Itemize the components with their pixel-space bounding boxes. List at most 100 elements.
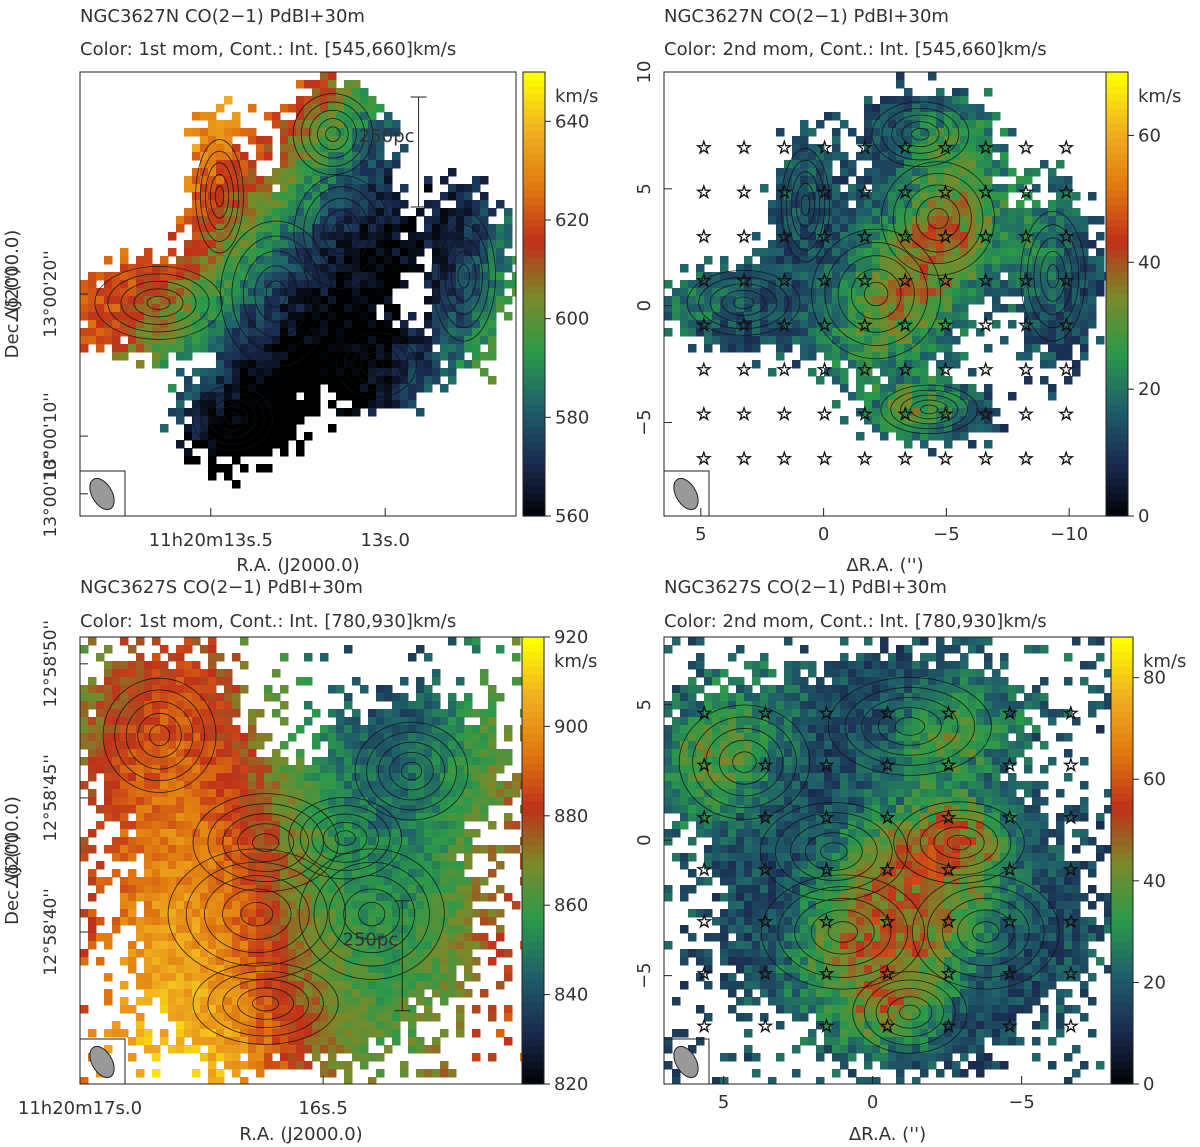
panel-1-pixel bbox=[480, 208, 489, 217]
panel-3-pixel bbox=[480, 805, 489, 814]
panel-3-pixel bbox=[480, 789, 489, 798]
panel-1-pixel bbox=[344, 160, 353, 169]
panel-1-pixel bbox=[288, 224, 297, 233]
panel-3-pixel bbox=[368, 845, 377, 854]
panel-2-pixel bbox=[680, 288, 689, 297]
panel-3-pixel bbox=[320, 733, 329, 742]
panel-2-pixel bbox=[896, 80, 905, 89]
panel-2-pixel bbox=[768, 368, 777, 377]
panel-3-pixel bbox=[360, 853, 369, 862]
panel-1-pixel bbox=[384, 248, 393, 257]
panel-3-pixel bbox=[496, 645, 505, 654]
panel-3-pixel bbox=[408, 933, 417, 942]
panel-1-pixel bbox=[184, 280, 193, 289]
panel-1-pixel bbox=[208, 344, 217, 353]
panel-2-pixel bbox=[792, 144, 801, 153]
panel-2-pixel bbox=[1064, 288, 1073, 297]
panel-3-pixel bbox=[432, 829, 441, 838]
panel-1-pixel bbox=[176, 288, 185, 297]
panel-3-pixel bbox=[96, 701, 105, 710]
panel-1-pixel bbox=[456, 280, 465, 289]
panel-1-pixel bbox=[120, 344, 129, 353]
panel-1-pixel bbox=[272, 440, 281, 449]
panel-3-pixel bbox=[112, 1029, 121, 1038]
panel-1-pixel bbox=[168, 232, 177, 241]
panel-2-pixel bbox=[840, 256, 849, 265]
panel-1-pixel bbox=[344, 376, 353, 385]
panel-1-pixel bbox=[280, 392, 289, 401]
panel-1-pixel bbox=[184, 128, 193, 137]
panel-2-pixel bbox=[824, 296, 833, 305]
panel-1-pixel bbox=[304, 152, 313, 161]
panel-2-pixel bbox=[1096, 272, 1105, 281]
panel-3-pixel bbox=[208, 669, 217, 678]
panel-3-pixel bbox=[400, 813, 409, 822]
panel-3-pixel bbox=[216, 861, 225, 870]
panel-3-pixel bbox=[160, 813, 169, 822]
panel-1-pixel bbox=[136, 344, 145, 353]
panel-1-pixel bbox=[440, 352, 449, 361]
panel-3-pixel bbox=[104, 661, 113, 670]
panel-3-pixel bbox=[80, 853, 89, 862]
panel-1-pixel bbox=[192, 216, 201, 225]
panel-1-pixel bbox=[184, 328, 193, 337]
panel-3-pixel bbox=[128, 693, 137, 702]
panel-3-pixel bbox=[352, 789, 361, 798]
panel-3-pixel bbox=[416, 709, 425, 718]
panel-3-pixel bbox=[272, 1005, 281, 1014]
panel-3-pixel bbox=[152, 901, 161, 910]
panel-2-pixel bbox=[864, 320, 873, 329]
panel-3-pixel bbox=[384, 821, 393, 830]
panel-3-pixel bbox=[336, 973, 345, 982]
panel-2-pixel bbox=[1008, 264, 1017, 273]
panel-1-pixel bbox=[232, 184, 241, 193]
panel-3-pixel bbox=[192, 733, 201, 742]
panel-1-pixel bbox=[160, 336, 169, 345]
panel-1-pixel bbox=[472, 184, 481, 193]
panel-3-pixel bbox=[400, 845, 409, 854]
panel-1-pixel bbox=[240, 384, 249, 393]
panel-3-pixel bbox=[400, 693, 409, 702]
panel-3-pixel bbox=[448, 941, 457, 950]
panel-1-pixel bbox=[304, 120, 313, 129]
panel-1-pixel bbox=[192, 320, 201, 329]
panel-3-pixel bbox=[216, 765, 225, 774]
panel-1-pixel bbox=[144, 312, 153, 321]
panel-3-pixel bbox=[504, 789, 513, 798]
panel-3-pixel bbox=[136, 781, 145, 790]
panel-1-pixel bbox=[344, 240, 353, 249]
panel-3-pixel bbox=[176, 733, 185, 742]
panel-3-pixel bbox=[352, 941, 361, 950]
panel-2-pixel bbox=[720, 288, 729, 297]
panel-3-pixel bbox=[320, 1037, 329, 1046]
panel-3-pixel bbox=[360, 765, 369, 774]
panel-1-pixel bbox=[432, 272, 441, 281]
panel-3-pixel bbox=[152, 693, 161, 702]
panel-3-pixel bbox=[352, 949, 361, 958]
panel-3-pixel bbox=[440, 797, 449, 806]
panel-1-pixel bbox=[384, 304, 393, 313]
panel-2-pixel bbox=[1048, 240, 1057, 249]
panel-3-pixel bbox=[176, 925, 185, 934]
panel-1-pixel bbox=[304, 288, 313, 297]
panel-1-pixel bbox=[360, 216, 369, 225]
panel-3-pixel bbox=[376, 725, 385, 734]
panel-1-pixel bbox=[248, 376, 257, 385]
panel-3-pixel bbox=[376, 685, 385, 694]
panel-2-pixel bbox=[880, 296, 889, 305]
panel-2-pixel bbox=[920, 408, 929, 417]
panel-3-pixel bbox=[96, 653, 105, 662]
panel-1-pixel bbox=[280, 192, 289, 201]
panel-3-pixel bbox=[224, 909, 233, 918]
panel-2-pixel bbox=[928, 240, 937, 249]
panel-3-pixel bbox=[408, 893, 417, 902]
panel-2-pixel bbox=[1072, 288, 1081, 297]
panel-3-pixel bbox=[136, 1029, 145, 1038]
panel-3-pixel bbox=[312, 965, 321, 974]
panel-2-pixel bbox=[1048, 272, 1057, 281]
panel-2-pixel bbox=[904, 352, 913, 361]
panel-2-pixel bbox=[992, 192, 1001, 201]
panel-3-pixel bbox=[256, 1013, 265, 1022]
panel-3-pixel bbox=[368, 965, 377, 974]
panel-3-pixel bbox=[368, 861, 377, 870]
